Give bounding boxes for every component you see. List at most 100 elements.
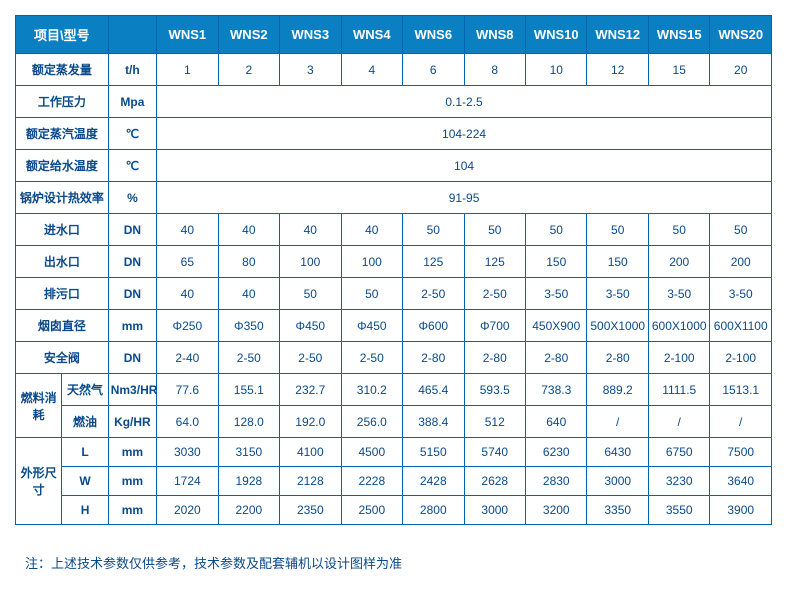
header-model: WNS8 — [464, 16, 525, 54]
value: Φ250 — [157, 310, 218, 342]
value: 2830 — [526, 467, 587, 496]
unit: DN — [108, 278, 156, 310]
header-model: WNS4 — [341, 16, 402, 54]
span-value: 104 — [157, 150, 772, 182]
unit: mm — [108, 496, 156, 525]
unit: Nm3/HR — [108, 374, 156, 406]
value: 50 — [464, 214, 525, 246]
row-label: 烟囱直径 — [16, 310, 109, 342]
value: 192.0 — [280, 406, 341, 438]
value: 200 — [648, 246, 709, 278]
value: 77.6 — [157, 374, 218, 406]
span-value: 104-224 — [157, 118, 772, 150]
spec-table: 项目\型号 WNS1 WNS2 WNS3 WNS4 WNS6 WNS8 WNS1… — [15, 15, 772, 525]
value: 2-50 — [341, 342, 402, 374]
value: 2-50 — [464, 278, 525, 310]
row-label: 额定蒸汽温度 — [16, 118, 109, 150]
sub-label: 天然气 — [62, 374, 108, 406]
value: Φ700 — [464, 310, 525, 342]
header-blank — [108, 16, 156, 54]
header-row: 项目\型号 WNS1 WNS2 WNS3 WNS4 WNS6 WNS8 WNS1… — [16, 16, 772, 54]
group-label: 外形尺寸 — [16, 438, 62, 525]
value: 10 — [526, 54, 587, 86]
row-dim-L: 外形尺寸Lmm303031504100450051505740623064306… — [16, 438, 772, 467]
value: 2128 — [280, 467, 341, 496]
header-model: WNS3 — [280, 16, 341, 54]
value: 1 — [157, 54, 218, 86]
header-item-model: 项目\型号 — [16, 16, 109, 54]
unit: DN — [108, 214, 156, 246]
sub-label: W — [62, 467, 108, 496]
row-label: 排污口 — [16, 278, 109, 310]
unit: % — [108, 182, 156, 214]
value: 50 — [341, 278, 402, 310]
value: 3640 — [710, 467, 772, 496]
value: 40 — [157, 278, 218, 310]
value: 2800 — [403, 496, 464, 525]
value: 3030 — [157, 438, 218, 467]
value: 2-50 — [403, 278, 464, 310]
row-label: 额定蒸发量 — [16, 54, 109, 86]
value: 150 — [587, 246, 648, 278]
value: 2-80 — [464, 342, 525, 374]
value: 256.0 — [341, 406, 402, 438]
value: 40 — [341, 214, 402, 246]
value: 6 — [403, 54, 464, 86]
row-dim-W: Wmm1724192821282228242826282830300032303… — [16, 467, 772, 496]
value: 3230 — [648, 467, 709, 496]
footnote: 注：上述技术参数仅供参考，技术参数及配套辅机以设计图样为准 — [15, 553, 772, 572]
value: 2-50 — [280, 342, 341, 374]
row-evap: 额定蒸发量t/h12346810121520 — [16, 54, 772, 86]
value: 6750 — [648, 438, 709, 467]
value: 40 — [218, 214, 279, 246]
unit: DN — [108, 246, 156, 278]
header-model: WNS6 — [403, 16, 464, 54]
value: 593.5 — [464, 374, 525, 406]
value: 738.3 — [526, 374, 587, 406]
row-steam_temp: 额定蒸汽温度℃104-224 — [16, 118, 772, 150]
unit: ℃ — [108, 118, 156, 150]
row-label: 进水口 — [16, 214, 109, 246]
value: 128.0 — [218, 406, 279, 438]
value: 100 — [280, 246, 341, 278]
value: 1513.1 — [710, 374, 772, 406]
value: / — [710, 406, 772, 438]
value: 3-50 — [526, 278, 587, 310]
value: 15 — [648, 54, 709, 86]
row-label: 工作压力 — [16, 86, 109, 118]
row-label: 锅炉设计热效率 — [16, 182, 109, 214]
row-label: 额定给水温度 — [16, 150, 109, 182]
row-outlet: 出水口DN6580100100125125150150200200 — [16, 246, 772, 278]
value: 310.2 — [341, 374, 402, 406]
row-dim-H: Hmm2020220023502500280030003200335035503… — [16, 496, 772, 525]
value: Φ450 — [280, 310, 341, 342]
value: 600X1100 — [710, 310, 772, 342]
row-safety: 安全阀DN2-402-502-502-502-802-802-802-802-1… — [16, 342, 772, 374]
value: 80 — [218, 246, 279, 278]
value: 465.4 — [403, 374, 464, 406]
value: 3900 — [710, 496, 772, 525]
sub-label: L — [62, 438, 108, 467]
value: 2200 — [218, 496, 279, 525]
header-model: WNS20 — [710, 16, 772, 54]
value: 3550 — [648, 496, 709, 525]
value: 7500 — [710, 438, 772, 467]
value: 6430 — [587, 438, 648, 467]
value: 2-50 — [218, 342, 279, 374]
value: 50 — [648, 214, 709, 246]
span-value: 91-95 — [157, 182, 772, 214]
value: 3-50 — [648, 278, 709, 310]
row-chimney: 烟囱直径mmΦ250Φ350Φ450Φ450Φ600Φ700450X900500… — [16, 310, 772, 342]
value: 3-50 — [587, 278, 648, 310]
unit: t/h — [108, 54, 156, 86]
value: 50 — [710, 214, 772, 246]
value: 2020 — [157, 496, 218, 525]
value: 2428 — [403, 467, 464, 496]
value: 2-100 — [710, 342, 772, 374]
value: 3150 — [218, 438, 279, 467]
span-value: 0.1-2.5 — [157, 86, 772, 118]
row-inlet: 进水口DN40404040505050505050 — [16, 214, 772, 246]
value: 232.7 — [280, 374, 341, 406]
sub-label: H — [62, 496, 108, 525]
row-feed_temp: 额定给水温度℃104 — [16, 150, 772, 182]
